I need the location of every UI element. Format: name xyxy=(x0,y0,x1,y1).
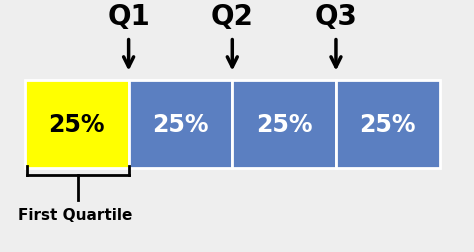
Bar xyxy=(336,81,439,168)
Bar xyxy=(128,81,232,168)
Text: 25%: 25% xyxy=(48,113,105,137)
Text: Q3: Q3 xyxy=(315,3,357,31)
Text: 25%: 25% xyxy=(152,113,209,137)
Bar xyxy=(232,81,336,168)
Text: 25%: 25% xyxy=(360,113,416,137)
Text: 25%: 25% xyxy=(256,113,312,137)
Text: Q2: Q2 xyxy=(211,3,254,31)
Text: First Quartile: First Quartile xyxy=(18,207,132,222)
Bar xyxy=(25,81,128,168)
Text: Q1: Q1 xyxy=(107,3,150,31)
